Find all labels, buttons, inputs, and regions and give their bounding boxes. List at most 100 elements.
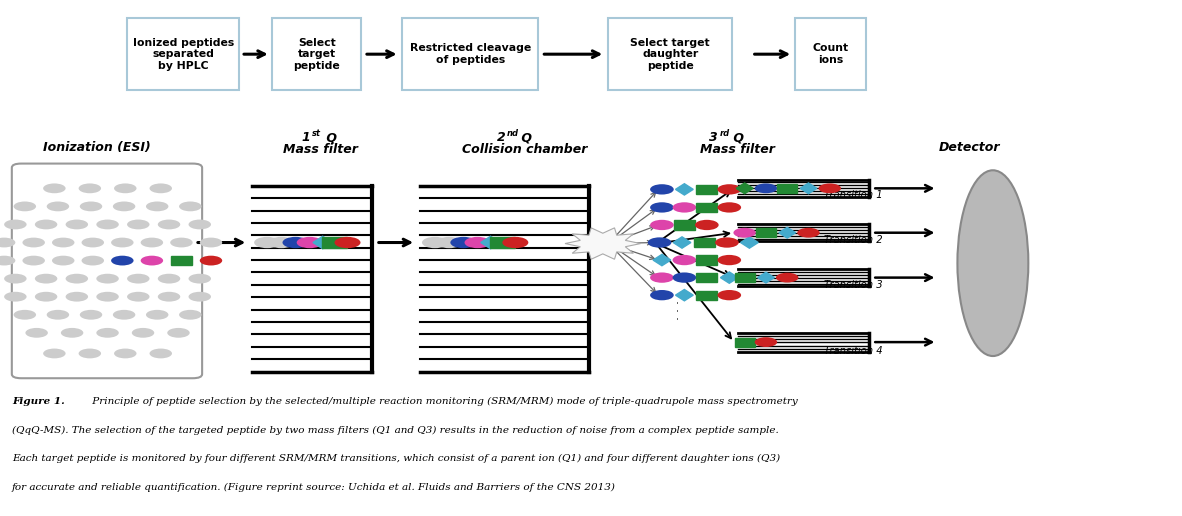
Circle shape [34, 220, 57, 229]
Circle shape [158, 273, 180, 283]
Circle shape [113, 184, 137, 193]
Circle shape [4, 273, 26, 283]
Circle shape [150, 349, 173, 358]
Circle shape [650, 272, 674, 283]
Circle shape [502, 237, 528, 248]
Circle shape [147, 310, 168, 319]
Circle shape [715, 237, 739, 248]
Text: Count
ions: Count ions [813, 43, 849, 65]
Circle shape [0, 256, 15, 265]
Circle shape [158, 292, 180, 301]
Text: (QqQ-MS). The selection of the targeted peptide by two mass filters (Q1 and Q3) : (QqQ-MS). The selection of the targeted … [12, 426, 779, 435]
Text: Transition 2: Transition 2 [824, 235, 883, 245]
Circle shape [126, 273, 149, 283]
Circle shape [132, 328, 154, 338]
Circle shape [79, 310, 102, 319]
Circle shape [465, 237, 491, 248]
Circle shape [754, 337, 778, 347]
Bar [755, 228, 777, 237]
Text: Transition 3: Transition 3 [824, 280, 883, 290]
Circle shape [717, 202, 741, 213]
Polygon shape [674, 237, 690, 248]
Circle shape [96, 220, 118, 229]
Circle shape [189, 292, 210, 301]
Circle shape [46, 310, 69, 319]
Circle shape [111, 256, 134, 265]
Circle shape [650, 290, 674, 300]
Bar [171, 256, 191, 265]
Circle shape [113, 310, 135, 319]
Text: Detector: Detector [939, 140, 1000, 154]
Circle shape [78, 184, 100, 193]
Circle shape [200, 256, 222, 265]
Circle shape [450, 237, 476, 248]
Circle shape [126, 220, 149, 229]
Text: Collision chamber: Collision chamber [462, 143, 587, 156]
Text: Restricted cleavage
of peptides: Restricted cleavage of peptides [410, 43, 531, 65]
Circle shape [26, 328, 47, 338]
Circle shape [4, 292, 26, 301]
Text: Q: Q [322, 131, 337, 144]
Text: Each target peptide is monitored by four different SRM/MRM transitions, which co: Each target peptide is monitored by four… [12, 454, 780, 463]
Circle shape [254, 237, 280, 248]
Text: nd: nd [507, 128, 519, 138]
Text: · · ·: · · · [674, 300, 686, 319]
Circle shape [189, 273, 210, 283]
Circle shape [82, 256, 104, 265]
Bar [734, 273, 755, 282]
Text: Transition 4: Transition 4 [824, 346, 883, 356]
Text: Ionized peptides
separated
by HPLC: Ionized peptides separated by HPLC [132, 38, 234, 71]
Bar [696, 291, 717, 300]
Polygon shape [654, 254, 671, 266]
Circle shape [717, 290, 741, 300]
Text: rd: rd [720, 128, 730, 138]
Circle shape [66, 220, 87, 229]
Text: 2: 2 [496, 131, 505, 144]
FancyBboxPatch shape [795, 18, 866, 90]
Circle shape [79, 202, 102, 212]
Text: st: st [312, 128, 322, 138]
Polygon shape [800, 183, 817, 194]
Circle shape [34, 273, 57, 283]
Circle shape [775, 272, 799, 283]
Text: Mass filter: Mass filter [282, 143, 358, 156]
Circle shape [650, 202, 674, 213]
Circle shape [96, 273, 118, 283]
Circle shape [178, 310, 201, 319]
Circle shape [147, 202, 168, 212]
Circle shape [178, 202, 201, 212]
Circle shape [34, 292, 57, 301]
Circle shape [113, 349, 137, 358]
Ellipse shape [957, 170, 1028, 356]
FancyBboxPatch shape [128, 18, 239, 90]
Circle shape [141, 256, 163, 265]
Bar [491, 237, 514, 248]
Text: Principle of peptide selection by the selected/multiple reaction monitoring (SRM: Principle of peptide selection by the se… [89, 397, 798, 407]
Circle shape [43, 349, 66, 358]
FancyBboxPatch shape [272, 18, 362, 90]
Circle shape [797, 228, 820, 237]
Polygon shape [481, 236, 500, 249]
FancyBboxPatch shape [608, 18, 732, 90]
Polygon shape [758, 272, 774, 283]
Circle shape [111, 237, 134, 247]
Circle shape [43, 184, 66, 193]
Polygon shape [676, 184, 693, 195]
Circle shape [61, 328, 83, 338]
Circle shape [66, 273, 87, 283]
Text: for accurate and reliable quantification. (Figure reprint source: Uchida et al. : for accurate and reliable quantification… [12, 482, 616, 492]
Circle shape [733, 228, 756, 237]
Circle shape [22, 256, 45, 265]
Circle shape [717, 255, 741, 265]
Polygon shape [741, 237, 759, 248]
Bar [323, 237, 346, 248]
Text: Select target
daughter
peptide: Select target daughter peptide [630, 38, 710, 71]
Circle shape [22, 237, 45, 247]
Text: 3: 3 [709, 131, 717, 144]
Circle shape [436, 237, 462, 248]
Text: 1: 1 [301, 131, 310, 144]
Text: Q: Q [729, 131, 745, 144]
Polygon shape [779, 228, 795, 238]
Text: Select
target
peptide: Select target peptide [293, 38, 340, 71]
Circle shape [673, 255, 696, 265]
